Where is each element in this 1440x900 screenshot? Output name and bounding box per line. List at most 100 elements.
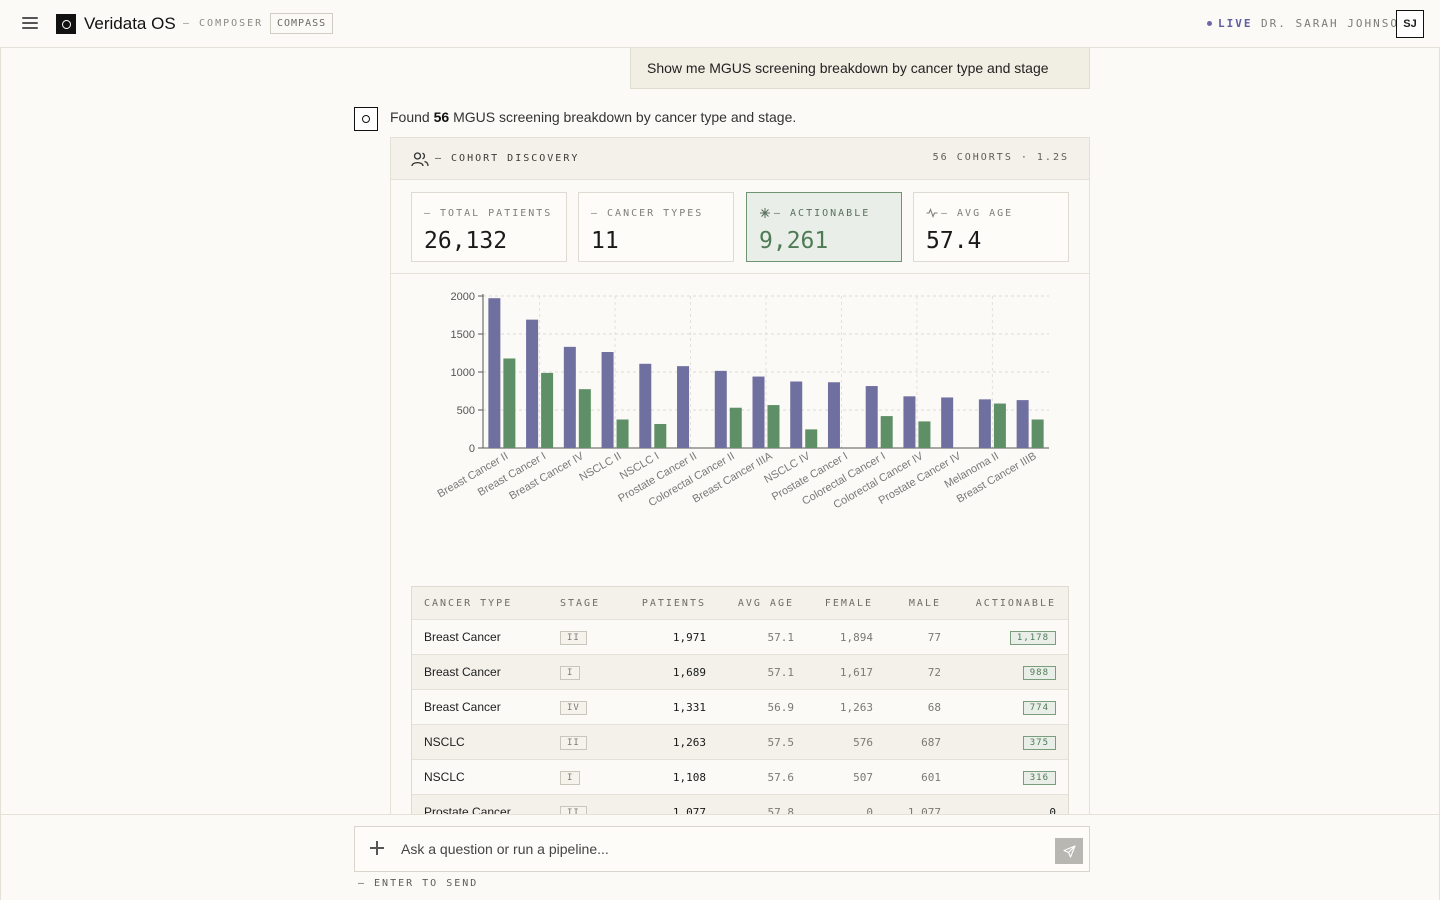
stat-value: 26,132 [424, 228, 508, 254]
avatar[interactable]: SJ [1396, 10, 1424, 38]
chart-container: 0 500 1000 1500 2000 Breast Cancer II Breast C… [391, 278, 1089, 578]
prompt-input[interactable] [401, 839, 1041, 859]
bar-series-1 [865, 386, 878, 448]
user-name: DR. SARAH JOHNSON [1261, 17, 1408, 30]
send-button[interactable] [1055, 838, 1083, 864]
cell-patients: 1,971 [672, 630, 706, 644]
cell-actionable: 0 [953, 805, 1068, 814]
cell-female: 0 [866, 805, 873, 815]
composer-input-box [354, 826, 1090, 872]
actionable-badge: 1,178 [1009, 631, 1056, 645]
nav-compass[interactable]: COMPASS [270, 13, 334, 34]
cell-female: 1,617 [839, 665, 873, 679]
cell-patients: 1,108 [672, 770, 706, 784]
actionable-badge: 988 [1022, 666, 1056, 680]
cell-female: 1,263 [839, 700, 873, 714]
logo-icon [56, 14, 76, 34]
people-icon [411, 152, 429, 167]
stat-value: 57.4 [926, 228, 982, 254]
cell-avg-age: 57.8 [767, 805, 795, 815]
table-header-row: CANCER TYPE STAGE PATIENTS AVG AGE FEMAL… [412, 587, 1068, 620]
assistant-reply: Found 56 MGUS screening breakdown by can… [390, 109, 796, 125]
bar-series-2 [880, 416, 893, 448]
actionable-value: 0 [1049, 806, 1056, 814]
col-avg-age[interactable]: AVG AGE [737, 597, 794, 609]
hamburger-menu-icon[interactable] [22, 17, 38, 31]
enter-to-send-hint: — ENTER TO SEND [358, 878, 479, 889]
bar-series-2 [654, 423, 667, 448]
cell-avg-age: 57.1 [767, 630, 795, 644]
card-meta: 56 COHORTS · 1.2S [932, 152, 1069, 163]
bar-series-1 [526, 319, 539, 448]
stage-badge: I [560, 666, 581, 680]
cell-patients: 1,263 [672, 735, 706, 749]
bar-series-2 [767, 405, 780, 448]
live-label: LIVE [1218, 17, 1253, 30]
stat-label: — TOTAL PATIENTS [424, 207, 553, 219]
cell-male: 68 [927, 700, 941, 714]
bar-series-2 [805, 429, 818, 448]
stage-badge: II [560, 806, 587, 814]
cell-stage: I [548, 664, 626, 680]
col-female[interactable]: FEMALE [824, 597, 873, 609]
cell-female: 507 [853, 770, 873, 784]
send-icon [1062, 844, 1076, 858]
cell-actionable: 774 [953, 699, 1068, 715]
cell-actionable: 988 [953, 664, 1068, 680]
cell-male: 687 [921, 735, 941, 749]
bar-series-1 [941, 397, 954, 448]
cell-patients: 1,077 [672, 805, 706, 815]
add-attachment-icon[interactable] [369, 840, 385, 856]
cell-stage: II [548, 629, 626, 645]
bar-series-1 [601, 352, 614, 448]
bar-series-1 [639, 363, 652, 448]
y-tick-label: 1500 [451, 329, 475, 341]
stat-total-patients: — TOTAL PATIENTS 26,132 [411, 192, 567, 262]
table-row[interactable]: Prostate Cancer II 1,077 57.8 0 1,077 0 [412, 795, 1068, 814]
top-bar: Veridata OS — COMPOSER COMPASS LIVE DR. … [0, 0, 1440, 48]
stage-badge: IV [560, 701, 587, 715]
cell-male: 77 [927, 630, 941, 644]
table-row[interactable]: Breast Cancer II 1,971 57.1 1,894 77 1,178 [412, 620, 1068, 655]
cell-avg-age: 57.5 [767, 735, 795, 749]
stat-label: — ACTIONABLE [774, 207, 871, 219]
cell-stage: IV [548, 699, 626, 715]
actionable-badge: 316 [1022, 771, 1056, 785]
col-cancer-type[interactable]: CANCER TYPE [424, 597, 513, 609]
bar-series-2 [993, 403, 1006, 448]
assistant-avatar-icon [354, 107, 378, 131]
cohort-discovery-card: — COHORT DISCOVERY 56 COHORTS · 1.2S — T… [390, 137, 1090, 814]
col-patients[interactable]: PATIENTS [641, 597, 706, 609]
col-male[interactable]: MALE [908, 597, 941, 609]
cell-actionable: 375 [953, 734, 1068, 750]
bar-series-1 [790, 381, 803, 448]
cell-cancer-type: Breast Cancer [424, 700, 501, 714]
cell-patients: 1,689 [672, 665, 706, 679]
table-row[interactable]: Breast Cancer I 1,689 57.1 1,617 72 988 [412, 655, 1068, 690]
bar-series-1 [563, 346, 576, 448]
stat-cancer-types: — CANCER TYPES 11 [578, 192, 734, 262]
cell-cancer-type: NSCLC [424, 770, 465, 784]
table-row[interactable]: Breast Cancer IV 1,331 56.9 1,263 68 774 [412, 690, 1068, 725]
sparkle-icon [760, 208, 770, 218]
user-message: Show me MGUS screening breakdown by canc… [630, 48, 1090, 89]
table-row[interactable]: NSCLC II 1,263 57.5 576 687 375 [412, 725, 1068, 760]
bar-series-1 [714, 370, 727, 448]
cell-male: 1,077 [907, 805, 941, 815]
x-tick-label: NSCLC II [577, 450, 623, 484]
nav-composer[interactable]: — COMPOSER [183, 18, 264, 29]
cell-male: 72 [927, 665, 941, 679]
y-tick-label: 1000 [451, 367, 475, 379]
bar-series-1 [978, 399, 991, 448]
bar-series-2 [729, 407, 742, 448]
card-divider [391, 273, 1089, 274]
table-row[interactable]: NSCLC I 1,108 57.6 507 601 316 [412, 760, 1068, 795]
stat-value: 11 [591, 228, 619, 254]
bar-series-2 [503, 358, 516, 448]
bar-series-2 [1031, 419, 1044, 448]
y-tick-label: 500 [457, 405, 475, 417]
col-stage[interactable]: STAGE [560, 597, 601, 609]
stage-badge: II [560, 631, 587, 645]
cell-actionable: 1,178 [953, 629, 1068, 645]
col-actionable[interactable]: ACTIONABLE [975, 597, 1056, 609]
